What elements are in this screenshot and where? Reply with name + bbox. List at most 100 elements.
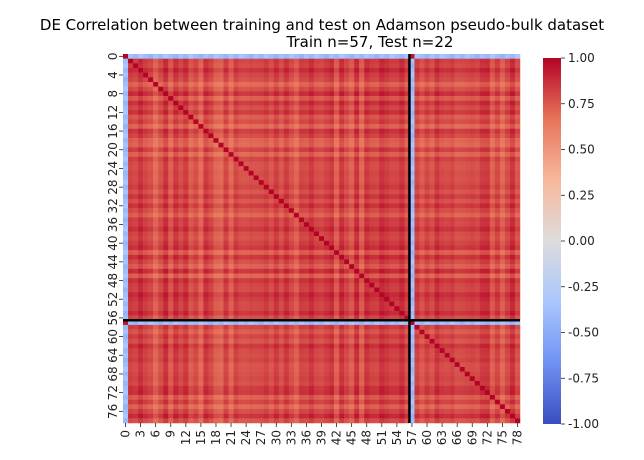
heatmap-cell xyxy=(138,320,144,326)
heatmap-cell xyxy=(489,329,496,335)
heatmap-cell xyxy=(424,114,430,120)
heatmap-cell xyxy=(464,156,470,162)
heatmap-cell xyxy=(248,86,254,92)
heatmap-cell xyxy=(389,222,395,228)
heatmap-cell xyxy=(148,198,154,204)
heatmap-cell xyxy=(459,315,465,321)
heatmap-cell xyxy=(193,54,199,59)
heatmap-cell xyxy=(394,161,400,167)
heatmap-cell xyxy=(394,142,400,148)
heatmap-cell xyxy=(168,91,174,97)
heatmap-cell xyxy=(273,226,280,232)
heatmap-cell xyxy=(313,124,320,129)
heatmap-cell xyxy=(409,301,415,307)
heatmap-cell xyxy=(484,119,491,125)
heatmap-cell xyxy=(313,100,320,106)
heatmap-cell xyxy=(168,268,174,274)
heatmap-cell xyxy=(359,222,365,228)
heatmap-cell xyxy=(324,320,330,326)
heatmap-cell xyxy=(449,72,455,78)
heatmap-cell xyxy=(198,212,204,218)
heatmap-cell xyxy=(163,124,169,129)
heatmap-cell xyxy=(324,292,330,298)
heatmap-cell xyxy=(283,203,290,209)
heatmap-cell xyxy=(153,343,159,349)
heatmap-cell xyxy=(479,315,486,321)
heatmap-cell xyxy=(273,217,280,223)
heatmap-cell xyxy=(303,264,310,270)
heatmap-cell xyxy=(208,338,214,344)
heatmap-cell xyxy=(374,254,380,260)
heatmap-cell xyxy=(183,147,189,153)
heatmap-cell xyxy=(409,203,415,209)
heatmap-cell xyxy=(359,264,365,270)
heatmap-cell xyxy=(218,156,224,162)
heatmap-cell xyxy=(439,310,445,316)
heatmap-cell xyxy=(424,77,430,83)
heatmap-cell xyxy=(419,166,425,172)
heatmap-cell xyxy=(153,142,159,148)
heatmap-cell xyxy=(168,306,174,312)
heatmap-cell xyxy=(394,189,400,195)
heatmap-cell xyxy=(409,133,415,139)
heatmap-cell xyxy=(504,310,511,316)
heatmap-cell xyxy=(429,133,435,139)
heatmap-cell xyxy=(494,110,501,115)
heatmap-cell xyxy=(283,114,290,120)
heatmap-cell xyxy=(324,259,330,265)
heatmap-cell xyxy=(434,128,440,134)
heatmap-cell xyxy=(143,54,149,59)
heatmap-cell xyxy=(484,100,491,106)
heatmap-cell xyxy=(494,194,501,200)
heatmap-cell xyxy=(138,250,144,256)
heatmap-cell xyxy=(459,268,465,274)
heatmap-cell xyxy=(158,343,164,349)
heatmap-cell xyxy=(313,114,320,120)
heatmap-cell xyxy=(268,180,275,186)
heatmap-cell xyxy=(188,86,194,92)
heatmap-cell xyxy=(183,240,189,246)
heatmap-cell xyxy=(379,343,385,349)
heatmap-cell xyxy=(158,217,164,223)
heatmap-cell xyxy=(268,63,275,69)
heatmap-cell xyxy=(143,310,149,316)
heatmap-cell xyxy=(344,124,350,129)
heatmap-cell xyxy=(283,231,290,237)
heatmap-cell xyxy=(293,175,300,181)
heatmap-cell xyxy=(369,222,375,228)
heatmap-cell xyxy=(238,156,244,162)
heatmap-cell xyxy=(253,175,259,181)
heatmap-cell xyxy=(268,105,275,111)
heatmap-cell xyxy=(203,292,209,298)
heatmap-cell xyxy=(268,133,275,139)
heatmap-cell xyxy=(474,138,481,143)
heatmap-cell xyxy=(514,142,521,148)
heatmap-cell xyxy=(414,212,420,218)
heatmap-cell xyxy=(444,334,450,340)
heatmap-cell xyxy=(454,142,460,148)
heatmap-cell xyxy=(504,278,511,284)
heatmap-cell xyxy=(334,245,340,251)
heatmap-cell xyxy=(253,208,259,214)
heatmap-cell xyxy=(514,91,521,97)
heatmap-cell xyxy=(138,119,144,125)
heatmap-cell xyxy=(293,110,300,115)
heatmap-cell xyxy=(208,320,214,326)
heatmap-cell xyxy=(223,245,229,251)
heatmap-cell xyxy=(514,222,521,228)
heatmap-cell xyxy=(454,124,460,129)
heatmap-cell xyxy=(153,194,159,200)
heatmap-cell xyxy=(243,245,249,251)
heatmap-cell xyxy=(364,282,370,288)
heatmap-cell xyxy=(223,338,229,344)
heatmap-cell xyxy=(303,273,310,279)
heatmap-cell xyxy=(243,180,249,186)
heatmap-cell xyxy=(329,198,335,204)
heatmap-cell xyxy=(123,273,129,279)
heatmap-cell xyxy=(384,278,390,284)
heatmap-cell xyxy=(183,282,189,288)
heatmap-cell xyxy=(514,96,521,101)
heatmap-cell xyxy=(424,175,430,181)
heatmap-cell xyxy=(258,175,264,181)
heatmap-cell xyxy=(148,259,154,265)
